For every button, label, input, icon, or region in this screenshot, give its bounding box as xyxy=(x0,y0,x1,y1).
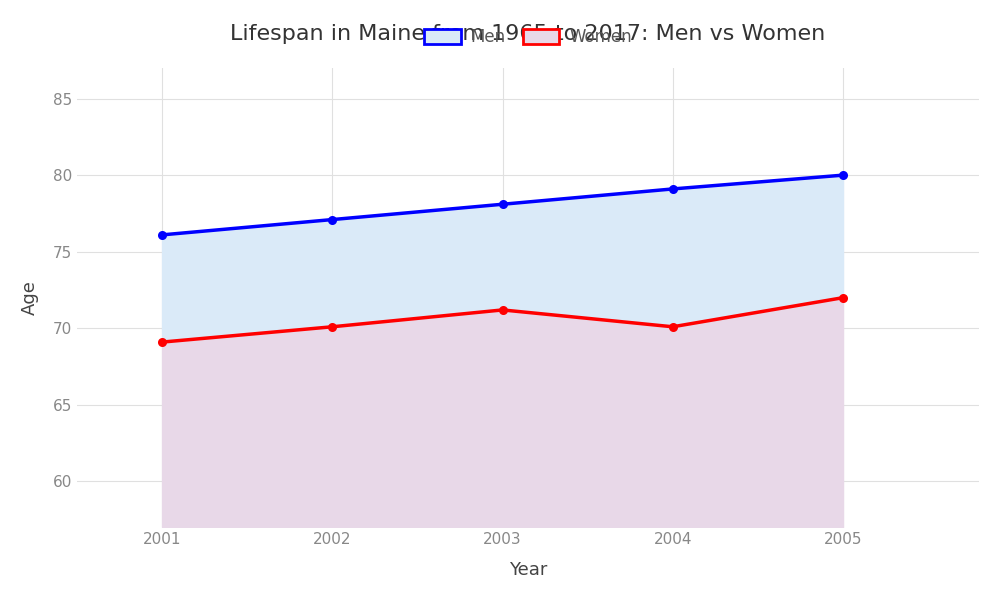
X-axis label: Year: Year xyxy=(509,561,547,579)
Legend: Men, Women: Men, Women xyxy=(418,21,639,52)
Y-axis label: Age: Age xyxy=(21,280,39,315)
Title: Lifespan in Maine from 1965 to 2017: Men vs Women: Lifespan in Maine from 1965 to 2017: Men… xyxy=(230,24,826,44)
